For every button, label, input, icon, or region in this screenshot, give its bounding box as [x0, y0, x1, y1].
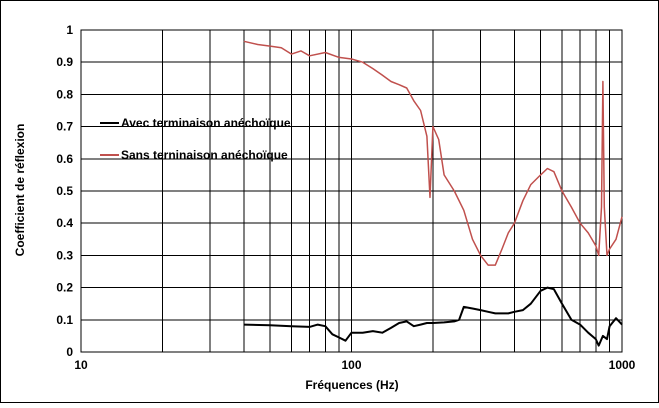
x-tick-label: 10	[74, 358, 88, 372]
y-tick-label: 0.9	[56, 55, 73, 69]
y-tick-label: 0.8	[56, 87, 73, 101]
y-tick-label: 0	[66, 345, 73, 359]
legend-label-series-1: Avec terminaison anéchoïque	[121, 116, 291, 130]
series-line-2	[243, 40, 623, 266]
legend-label-series-2: Sans terninaison anéchoïque	[121, 148, 288, 162]
y-tick-label: 0.4	[56, 216, 73, 230]
series-line-1	[243, 286, 623, 347]
y-tick-label: 0.5	[56, 184, 73, 198]
x-axis-title: Fréquences (Hz)	[305, 378, 398, 392]
axes	[80, 29, 623, 353]
y-axis-title: Coefficient de réflexion	[13, 124, 27, 257]
plot-area-border	[80, 29, 623, 353]
legend: Avec terminaison anéchoïque Sans ternina…	[100, 116, 291, 162]
series-lines	[243, 40, 623, 347]
y-tick-label: 1	[66, 23, 73, 37]
y-tick-label: 0.6	[56, 152, 73, 166]
x-tick-label: 100	[341, 358, 361, 372]
x-tick-label: 1000	[609, 358, 636, 372]
y-tick-label: 0.2	[56, 281, 73, 295]
y-tick-label: 0.1	[56, 313, 73, 327]
grid-lines	[81, 29, 622, 353]
tick-labels: 0 0.1 0.2 0.3 0.4 0.5 0.6 0.7 0.8 0.9 1 10 100 1000	[56, 23, 635, 372]
y-tick-label: 0.3	[56, 248, 73, 262]
y-tick-label: 0.7	[56, 120, 73, 134]
